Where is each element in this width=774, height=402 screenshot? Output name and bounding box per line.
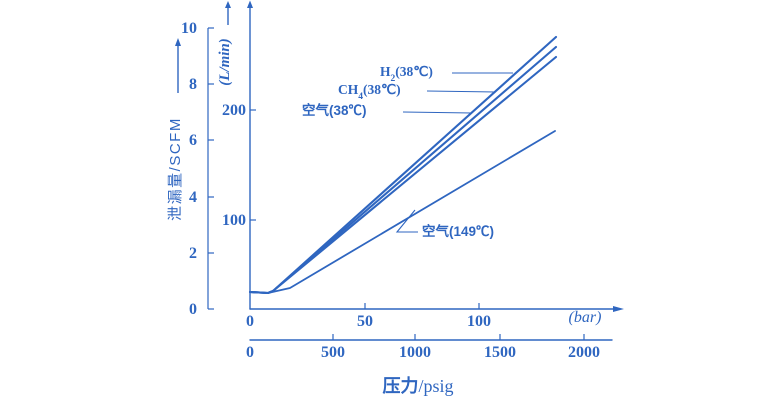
svg-text:1000: 1000 — [399, 344, 431, 361]
svg-text:2000: 2000 — [568, 344, 600, 361]
svg-text:2: 2 — [189, 245, 197, 262]
svg-text:50: 50 — [357, 313, 373, 330]
svg-text:空气(149℃): 空气(149℃) — [422, 223, 494, 239]
svg-text:1500: 1500 — [484, 344, 516, 361]
svg-text:(L/min): (L/min) — [217, 38, 233, 86]
svg-text:0: 0 — [246, 313, 254, 330]
svg-text:0: 0 — [189, 301, 197, 318]
svg-text:500: 500 — [321, 344, 345, 361]
svg-text:6: 6 — [189, 132, 197, 149]
svg-text:泄漏量/SCFM: 泄漏量/SCFM — [167, 117, 184, 221]
svg-text:100: 100 — [467, 313, 491, 330]
svg-text:100: 100 — [222, 212, 246, 229]
svg-text:4: 4 — [189, 189, 197, 206]
svg-text:空气(38℃): 空气(38℃) — [302, 102, 367, 118]
svg-text:200: 200 — [222, 102, 246, 119]
svg-text:0: 0 — [246, 344, 254, 361]
svg-text:(bar): (bar) — [569, 309, 602, 326]
svg-text:压力/psig: 压力/psig — [382, 376, 453, 396]
svg-text:8: 8 — [189, 76, 197, 93]
svg-text:10: 10 — [181, 20, 197, 37]
